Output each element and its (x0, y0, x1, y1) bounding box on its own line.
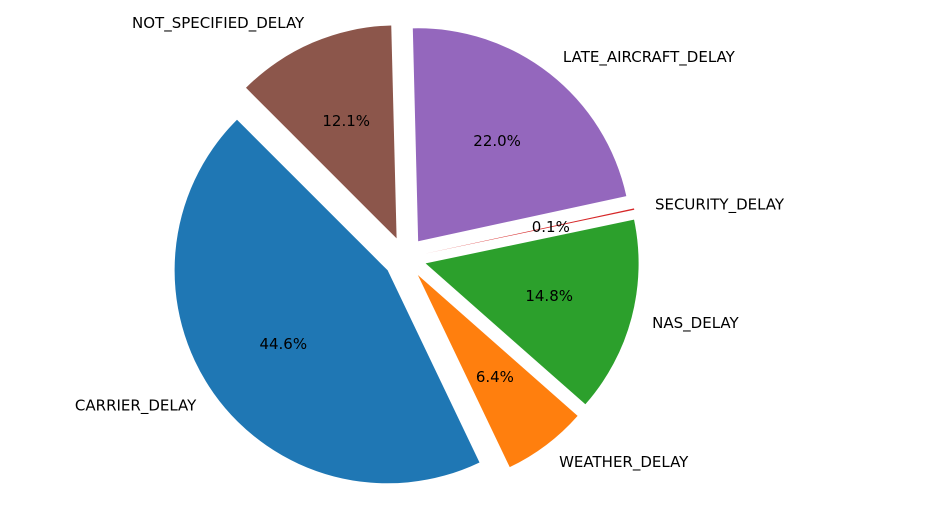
category-label-security-delay: SECURITY_DELAY (655, 196, 785, 215)
category-label-carrier-delay: CARRIER_DELAY (75, 397, 197, 416)
pie-slice-nas-delay (425, 219, 639, 405)
category-label-weather-delay: WEATHER_DELAY (559, 453, 689, 472)
category-label-nas-delay: NAS_DELAY (652, 314, 739, 333)
pie-slice-not-specified-delay (245, 25, 397, 239)
pct-label-carrier-delay: 44.6% (259, 335, 307, 353)
pie-labels: 44.6% CARRIER_DELAY 6.4% WEATHER_DELAY 14.8%… (75, 14, 785, 472)
pie-slice-weather-delay (417, 274, 578, 468)
pie-slice-security-delay (425, 208, 635, 254)
pct-label-nas-delay: 14.8% (525, 287, 573, 305)
pct-label-late-aircraft-delay: 22.0% (473, 132, 521, 150)
category-label-late-aircraft-delay: LATE_AIRCRAFT_DELAY (563, 48, 736, 67)
pie-slice-carrier-delay (174, 119, 480, 484)
category-label-not-specified-delay: NOT_SPECIFIED_DELAY (132, 14, 305, 33)
pct-label-security-delay: 0.1% (532, 218, 570, 236)
pie-slices (174, 25, 639, 484)
pie-slice-late-aircraft-delay (412, 28, 627, 242)
pct-label-not-specified-delay: 12.1% (322, 112, 370, 130)
pct-label-weather-delay: 6.4% (476, 368, 514, 386)
